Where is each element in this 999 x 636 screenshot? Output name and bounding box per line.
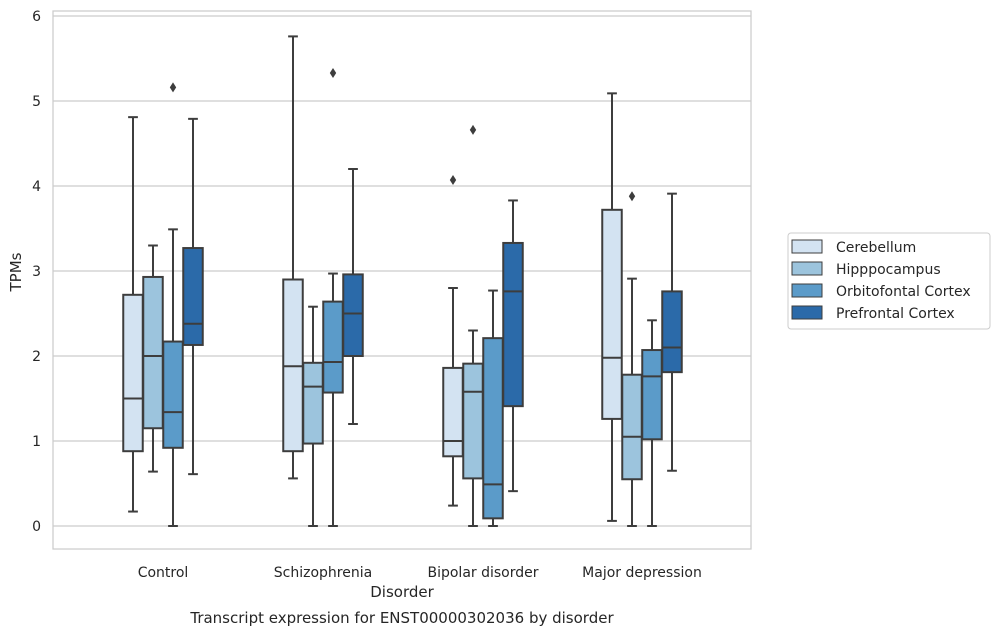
y-tick-label-0: 0 [32,519,41,535]
box-cerebellum-schizophrenia [282,35,304,480]
iqr-box [302,361,324,445]
box-cerebellum-bipolar-disorder [442,175,464,507]
iqr-box [322,300,344,394]
box-hipppocampus-control [142,244,164,473]
outlier-point [329,67,337,78]
y-tick-label-3: 3 [32,264,41,280]
plot-frame [52,10,752,550]
legend-label-cerebellum: Cerebellum [836,240,916,256]
box-hipppocampus-bipolar-disorder [462,124,484,527]
chart-caption: Transcript expression for ENST0000030203… [189,609,614,627]
iqr-box [502,241,524,408]
outlier-point [469,124,477,135]
x-tick-label-bipolar-disorder: Bipolar disorder [427,565,538,581]
box-cerebellum-major-depression [601,92,623,522]
y-tick-labels: 0 1 2 3 4 5 6 [32,9,41,535]
box-prefrontal-cortex-bipolar-disorder [502,199,524,493]
y-tick-label-4: 4 [32,179,41,195]
gridlines [53,15,751,527]
legend-label-orbitofontal-cortex: Orbitofontal Cortex [836,284,971,300]
legend-swatch-hipppocampus [791,261,823,276]
x-tick-label-schizophrenia: Schizophrenia [274,565,372,581]
iqr-box [442,366,464,458]
box-orbitofontal-cortex-control [162,82,184,527]
box-prefrontal-cortex-control [182,117,204,476]
iqr-box [142,275,164,430]
box-prefrontal-cortex-schizophrenia [342,168,364,425]
iqr-box [122,293,144,453]
iqr-box [621,373,643,481]
legend-swatch-cerebellum [791,239,823,254]
y-tick-label-5: 5 [32,94,41,110]
box-orbitofontal-cortex-schizophrenia [322,67,344,527]
x-tick-labels: Control Schizophrenia Bipolar disorder Majo… [138,565,702,581]
iqr-box [661,290,683,374]
legend-frame [787,232,991,330]
iqr-box [641,349,663,441]
iqr-box [601,208,623,420]
legend-swatch-orbitofontal-cortex [791,283,823,298]
iqr-box [462,362,484,480]
legend-swatch-prefrontal-cortex [791,305,823,320]
iqr-box [162,340,184,449]
legend: Cerebellum Hipppocampus Orbitofontal Corte… [787,232,991,330]
y-axis-label: TPMs [7,252,25,292]
box-cerebellum-control [122,116,144,513]
outlier-point [169,82,177,93]
y-tick-label-1: 1 [32,434,41,450]
iqr-box [182,247,204,346]
legend-label-hipppocampus: Hipppocampus [836,262,941,278]
y-tick-label-6: 6 [32,9,41,25]
outlier-point [628,191,636,202]
iqr-box [342,273,364,357]
box-orbitofontal-cortex-major-depression [641,319,663,527]
x-tick-label-major-depression: Major depression [582,565,702,581]
box-hipppocampus-schizophrenia [302,305,324,527]
y-tick-label-2: 2 [32,349,41,365]
outlier-point [449,175,457,186]
box-prefrontal-cortex-major-depression [661,192,683,472]
iqr-box [482,337,504,520]
legend-label-prefrontal-cortex: Prefrontal Cortex [836,306,955,322]
boxes [122,35,683,527]
x-axis-label: Disorder [370,583,434,601]
x-tick-label-control: Control [138,565,189,581]
box-orbitofontal-cortex-bipolar-disorder [482,289,504,527]
box-hipppocampus-major-depression [621,191,643,527]
